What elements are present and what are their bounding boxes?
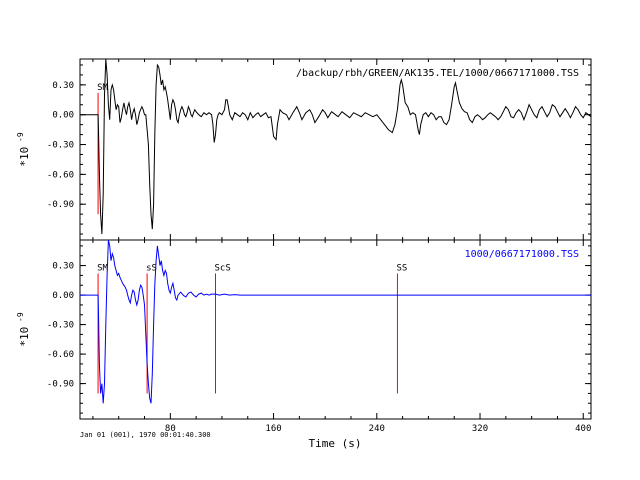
x-tick-label: 240 <box>369 424 385 434</box>
phase-label-sm: SM <box>97 263 108 273</box>
plot-frame <box>79 58 592 241</box>
trace-title: /backup/rbh/GREEN/AK135.TEL/1000/0667171… <box>296 68 579 79</box>
panel-bottom: 0.30 0.00 -0.30 -0.60 -0.90 80 160 240 320 400 *10… <box>16 239 592 434</box>
y-axis-label: *10 -9 <box>16 132 31 167</box>
y-tick-label: -0.90 <box>47 380 74 390</box>
panel-top: 0.30 0.00 -0.30 -0.60 -0.90 *10 -9/backup/rbh… <box>16 58 592 241</box>
seismic-trace <box>80 239 591 404</box>
phase-label-scs: ScS <box>214 263 230 273</box>
y-tick-label: -0.90 <box>47 200 74 210</box>
phase-label-ss: sS <box>146 263 157 273</box>
y-tick-label: -0.60 <box>47 350 74 360</box>
y-axis-label: *10 -9 <box>16 312 31 347</box>
x-tick-label: 80 <box>165 424 176 434</box>
y-tick-label: -0.60 <box>47 170 74 180</box>
y-tick-label: 0.30 <box>52 262 74 272</box>
y-tick-label: -0.30 <box>47 141 74 151</box>
x-tick-label: 320 <box>472 424 488 434</box>
y-axis-exponent: -9 <box>16 312 25 327</box>
seismic-trace <box>80 58 592 235</box>
y-axis-exponent: -9 <box>16 132 25 147</box>
y-tick-label: 0.00 <box>52 291 74 301</box>
phase-label-ss: SS <box>396 263 407 273</box>
x-axis-label: Time (s) <box>309 437 362 450</box>
footer-timestamp: Jan 01 (001), 1970 00:01:40.300 <box>80 431 211 439</box>
phase-label-sm: SM <box>97 83 108 93</box>
y-tick-label: -0.30 <box>47 321 74 331</box>
y-tick-label: 0.30 <box>52 81 74 91</box>
x-tick-label: 400 <box>575 424 591 434</box>
x-tick-label: 160 <box>265 424 281 434</box>
trace-title: 1000/0667171000.TSS <box>465 249 579 260</box>
plot-frame <box>79 239 592 420</box>
y-tick-label: 0.00 <box>52 111 74 121</box>
